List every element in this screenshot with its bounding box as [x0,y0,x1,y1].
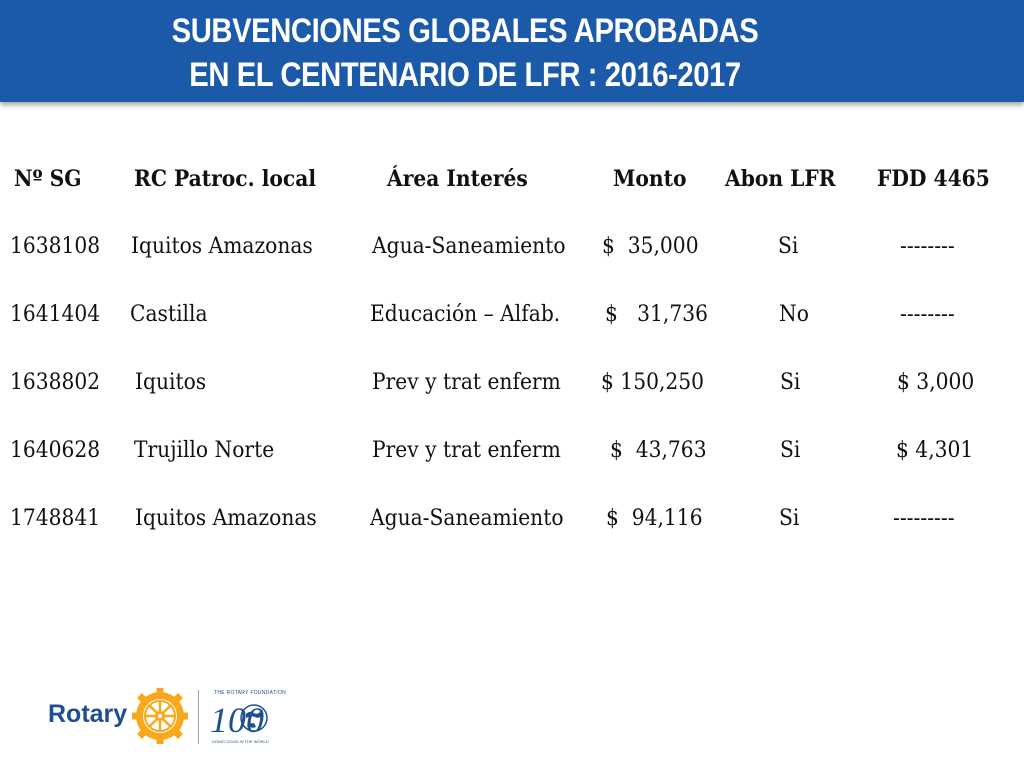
trf-payment-cell: Si [780,370,801,395]
rotary-centennial-logo: Rotary THE ROTARY FOUNDATION 100 [48,686,288,748]
trf-payment-cell: Si [779,506,800,531]
sponsor-club-cell: Iquitos Amazonas [135,506,317,531]
rotary-wheel-icon [132,688,188,744]
grant-number-cell: 1640628 [10,438,101,463]
ddf-cell: --------- [893,506,955,531]
grant-number-cell: 1638108 [10,234,101,259]
trf-payment-cell: No [779,302,809,327]
ddf-cell: $ 4,301 [896,438,974,463]
area-of-focus-cell: Agua-Saneamiento [370,506,564,531]
amount-cell: $ 94,116 [606,506,703,531]
centennial-number: 100 [210,700,264,740]
amount-cell: $ 35,000 [602,234,699,259]
grant-number-cell: 1638802 [10,370,101,395]
col-header-sponsor-club: RC Patroc. local [134,166,317,192]
grant-number-cell: 1748841 [10,506,101,531]
col-header-grant-number: Nº SG [14,166,82,192]
sponsor-club-cell: Iquitos [135,370,207,395]
sponsor-club-cell: Castilla [130,302,208,327]
slide-title-line-1: SUBVENCIONES GLOBALES APROBADAS [171,12,759,50]
col-header-trf-payment: Abon LFR [725,166,836,192]
foundation-label: THE ROTARY FOUNDATION [214,690,287,696]
amount-cell: $ 43,763 [610,438,707,463]
amount-cell: $ 150,250 [601,370,705,395]
amount-cell: $ 31,736 [605,302,709,327]
col-header-amount: Monto [613,166,687,192]
rotary-wordmark: Rotary [48,700,128,728]
trf-payment-cell: Si [780,438,801,463]
area-of-focus-cell: Agua-Saneamiento [372,234,566,259]
foundation-tagline: DOING GOOD IN THE WORLD [212,739,269,744]
grant-number-cell: 1641404 [10,302,101,327]
col-header-area-of-focus: Área Interés [387,166,528,192]
centennial-globe-icon: 100 [210,700,268,740]
area-of-focus-cell: Educación – Alfab. [370,302,561,327]
ddf-cell: -------- [900,234,955,259]
sponsor-club-cell: Trujillo Norte [134,438,275,463]
col-header-ddf: FDD 4465 [877,166,990,192]
title-banner: SUBVENCIONES GLOBALES APROBADAS EN EL CE… [0,0,1024,102]
area-of-focus-cell: Prev y trat enferm [372,438,561,463]
slide-title-line-2: EN EL CENTENARIO DE LFR : 2016-2017 [189,56,741,94]
trf-payment-cell: Si [778,234,799,259]
ddf-cell: $ 3,000 [897,370,975,395]
logo-divider [198,690,199,744]
sponsor-club-cell: Iquitos Amazonas [131,234,313,259]
area-of-focus-cell: Prev y trat enferm [372,370,561,395]
ddf-cell: -------- [900,302,955,327]
